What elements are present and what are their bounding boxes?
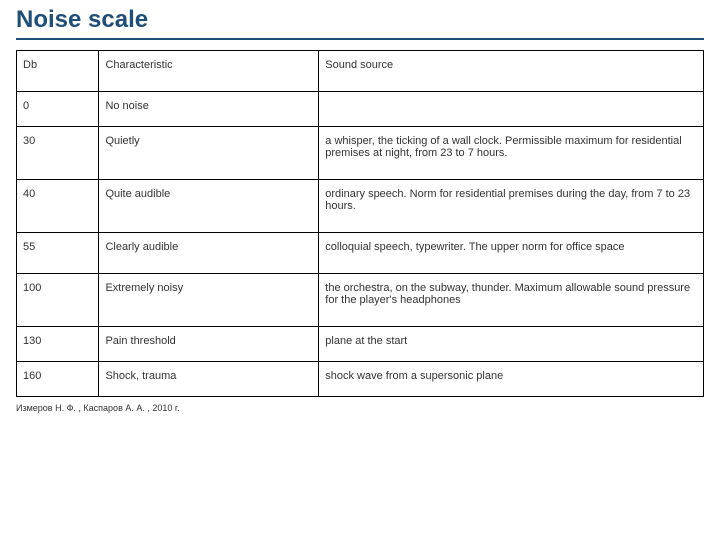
cell-characteristic: Extremely noisy — [99, 274, 319, 327]
table-row: 160 Shock, trauma shock wave from a supe… — [17, 362, 704, 397]
col-source: Sound source — [319, 51, 704, 92]
table-header-row: Db Characteristic Sound source — [17, 51, 704, 92]
cell-source: ordinary speech. Norm for residential pr… — [319, 180, 704, 233]
cell-db: 100 — [17, 274, 99, 327]
noise-scale-table: Db Characteristic Sound source 0 No nois… — [16, 50, 704, 397]
cell-source: colloquial speech, typewriter. The upper… — [319, 233, 704, 274]
cell-source: plane at the start — [319, 327, 704, 362]
table-row: 0 No noise — [17, 92, 704, 127]
cell-source: a whisper, the ticking of a wall clock. … — [319, 127, 704, 180]
citation: Измеров Н. Ф. , Каспаров А. А. , 2010 г. — [16, 403, 704, 413]
cell-db: 130 — [17, 327, 99, 362]
table-row: 40 Quite audible ordinary speech. Norm f… — [17, 180, 704, 233]
page-title: Noise scale — [16, 6, 704, 40]
col-characteristic: Characteristic — [99, 51, 319, 92]
cell-characteristic: Quite audible — [99, 180, 319, 233]
cell-source: the orchestra, on the subway, thunder. M… — [319, 274, 704, 327]
table-row: 100 Extremely noisy the orchestra, on th… — [17, 274, 704, 327]
table-row: 30 Quietly a whisper, the ticking of a w… — [17, 127, 704, 180]
col-db: Db — [17, 51, 99, 92]
cell-db: 55 — [17, 233, 99, 274]
cell-characteristic: Clearly audible — [99, 233, 319, 274]
table-row: 130 Pain threshold plane at the start — [17, 327, 704, 362]
cell-source: shock wave from a supersonic plane — [319, 362, 704, 397]
table-row: 55 Clearly audible colloquial speech, ty… — [17, 233, 704, 274]
cell-db: 160 — [17, 362, 99, 397]
cell-characteristic: Shock, trauma — [99, 362, 319, 397]
cell-characteristic: Pain threshold — [99, 327, 319, 362]
cell-characteristic: Quietly — [99, 127, 319, 180]
cell-characteristic: No noise — [99, 92, 319, 127]
cell-db: 0 — [17, 92, 99, 127]
cell-db: 40 — [17, 180, 99, 233]
cell-db: 30 — [17, 127, 99, 180]
cell-source — [319, 92, 704, 127]
